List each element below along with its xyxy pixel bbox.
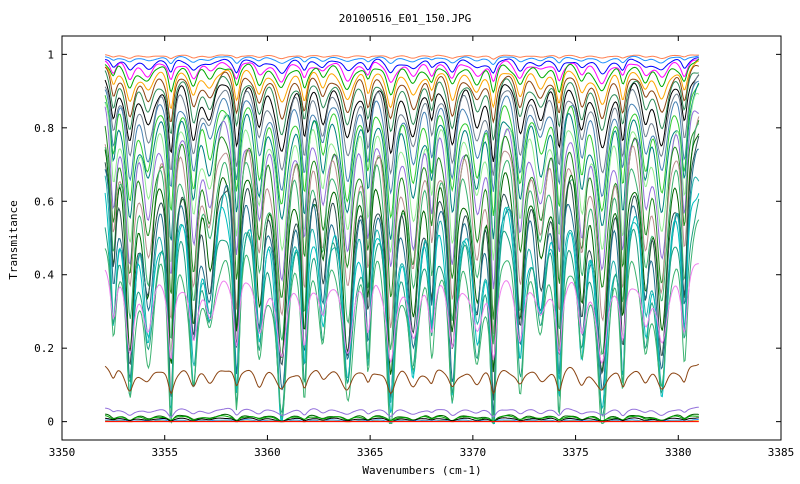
- y-tick-label: 0: [47, 416, 54, 429]
- x-tick-label: 3375: [562, 446, 589, 459]
- series-line: [104, 119, 700, 320]
- series-line: [104, 70, 699, 141]
- y-tick-label: 0.6: [34, 195, 54, 208]
- chart-title: 20100516_E01_150.JPG: [339, 12, 471, 25]
- series-line: [104, 116, 700, 335]
- series-line: [104, 80, 700, 198]
- series-line: [104, 82, 700, 241]
- y-tick-label: 0.8: [34, 122, 54, 135]
- series-line: [105, 417, 699, 423]
- series-line: [104, 60, 699, 109]
- x-axis-label: Wavenumbers (cm-1): [362, 464, 481, 477]
- x-tick-label: 3380: [665, 446, 692, 459]
- x-tick-label: 3355: [151, 446, 178, 459]
- series-line: [104, 92, 700, 262]
- series-line: [104, 106, 700, 290]
- y-tick-label: 0.2: [34, 342, 54, 355]
- x-tick-label: 3365: [357, 446, 384, 459]
- y-axis-label: Transmitance: [7, 200, 20, 279]
- x-tick-label: 3350: [49, 446, 76, 459]
- series-line: [104, 198, 700, 425]
- series-layer: [104, 54, 700, 425]
- x-tick-label: 3385: [768, 446, 795, 459]
- x-tick-label: 3360: [254, 446, 281, 459]
- series-line: [104, 363, 700, 395]
- series-line: [105, 406, 699, 418]
- series-line: [104, 58, 700, 96]
- series-line: [104, 148, 699, 418]
- series-line: [105, 55, 699, 66]
- series-line: [104, 83, 700, 219]
- series-line: [104, 74, 700, 176]
- series-line: [105, 54, 699, 60]
- series-line: [104, 263, 699, 365]
- series-line: [104, 74, 700, 162]
- series-line: [104, 65, 700, 124]
- y-tick-label: 1: [47, 48, 54, 61]
- series-line: [105, 57, 699, 75]
- x-tick-label: 3370: [460, 446, 487, 459]
- axis-layer: 3350 3355 3360 3365 3370 3375 3380 3385 0 0.2 0.4 0…: [34, 36, 794, 459]
- plot-frame: [61, 35, 782, 441]
- series-line: [104, 59, 699, 85]
- series-line: [104, 415, 699, 422]
- series-line: [104, 219, 700, 424]
- y-tick-label: 0.4: [34, 269, 54, 282]
